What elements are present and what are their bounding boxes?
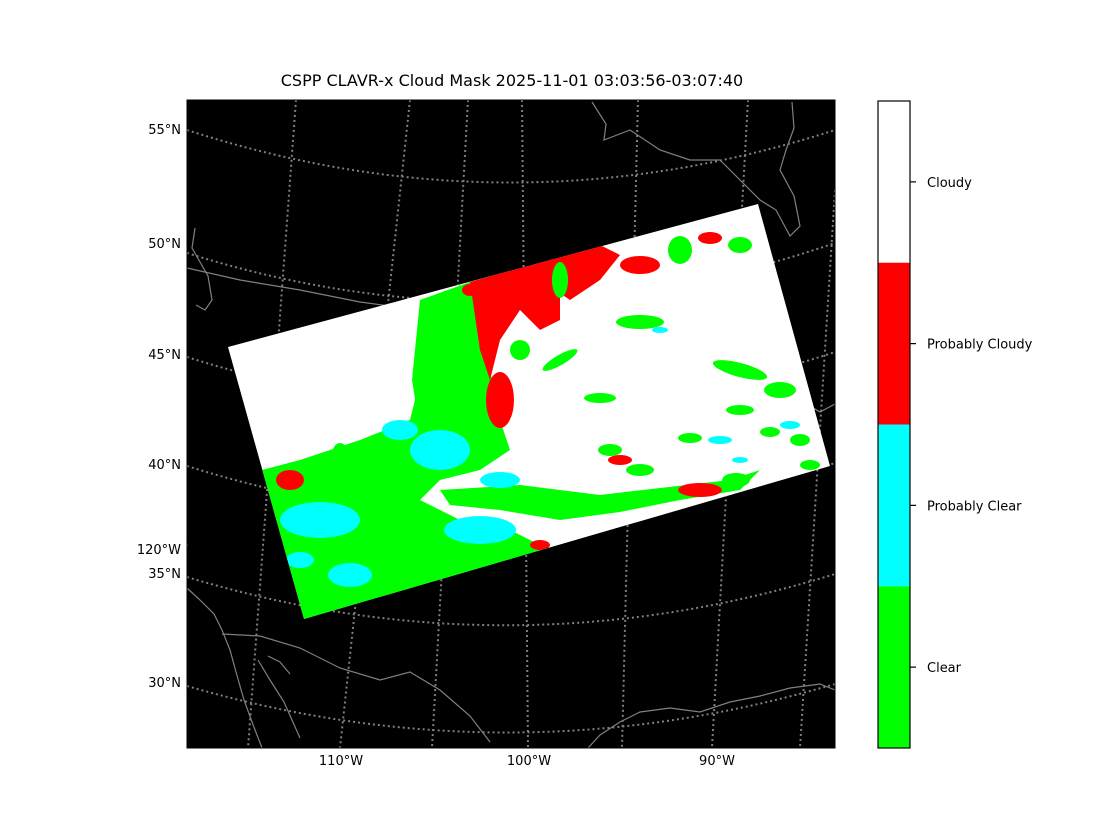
longitude-labels: 120°W 110°W 100°W 90°W xyxy=(137,543,735,769)
colorbar-segment-cloudy xyxy=(878,101,910,263)
colorbar-segment-probably-cloudy xyxy=(878,262,910,425)
gridline-120w xyxy=(187,533,188,548)
latitude-labels: 55°N 50°N 45°N 40°N 35°N 30°N xyxy=(148,123,181,691)
baja-coast xyxy=(257,655,301,739)
colorbar: Cloudy Probably Cloudy Probably Clear Clear xyxy=(877,100,1033,749)
colorbar-label-probably-cloudy: Probably Cloudy xyxy=(927,338,1033,353)
hudson-bay-coast xyxy=(591,101,801,237)
us-mexico-border xyxy=(221,633,491,743)
map-frame xyxy=(186,99,836,749)
lat-label-30n: 30°N xyxy=(148,676,181,691)
lat-label-45n: 45°N xyxy=(148,348,181,363)
colorbar-segment-clear xyxy=(878,586,910,748)
lat-label-35n: 35°N xyxy=(148,567,181,582)
lon-label-100w: 100°W xyxy=(507,754,551,769)
gulf-coast xyxy=(587,683,835,748)
clear-band-east xyxy=(440,470,760,520)
lon-label-120w: 120°W xyxy=(137,543,181,558)
clear-patches-east xyxy=(332,236,820,487)
chart-title: CSPP CLAVR-x Cloud Mask 2025-11-01 03:03… xyxy=(281,71,743,90)
colorbar-label-probably-clear: Probably Clear xyxy=(927,499,1022,514)
gridline-90w xyxy=(711,100,749,748)
gridline-100w xyxy=(521,100,529,748)
colorbar-frame xyxy=(877,100,911,749)
probably-cloudy-patches xyxy=(276,232,722,550)
probably-clear-streaks-east xyxy=(652,327,800,463)
map-panel xyxy=(186,99,836,749)
gridline-95w xyxy=(621,100,639,748)
colorbar-label-clear: Clear xyxy=(927,661,962,676)
lon-label-90w: 90°W xyxy=(699,754,735,769)
lat-label-55n: 55°N xyxy=(148,123,181,138)
gridline-85w xyxy=(799,189,835,748)
gridline-115w xyxy=(247,100,297,748)
colorbar-segment-probably-clear xyxy=(878,424,910,587)
lat-label-50n: 50°N xyxy=(148,237,181,252)
lon-label-110w: 110°W xyxy=(319,754,363,769)
colorbar-label-cloudy: Cloudy xyxy=(927,176,972,191)
pacific-coast xyxy=(187,227,263,748)
lat-label-40n: 40°N xyxy=(148,458,181,473)
cloud-mask-swath xyxy=(228,204,830,619)
gridline-105w xyxy=(431,100,469,748)
